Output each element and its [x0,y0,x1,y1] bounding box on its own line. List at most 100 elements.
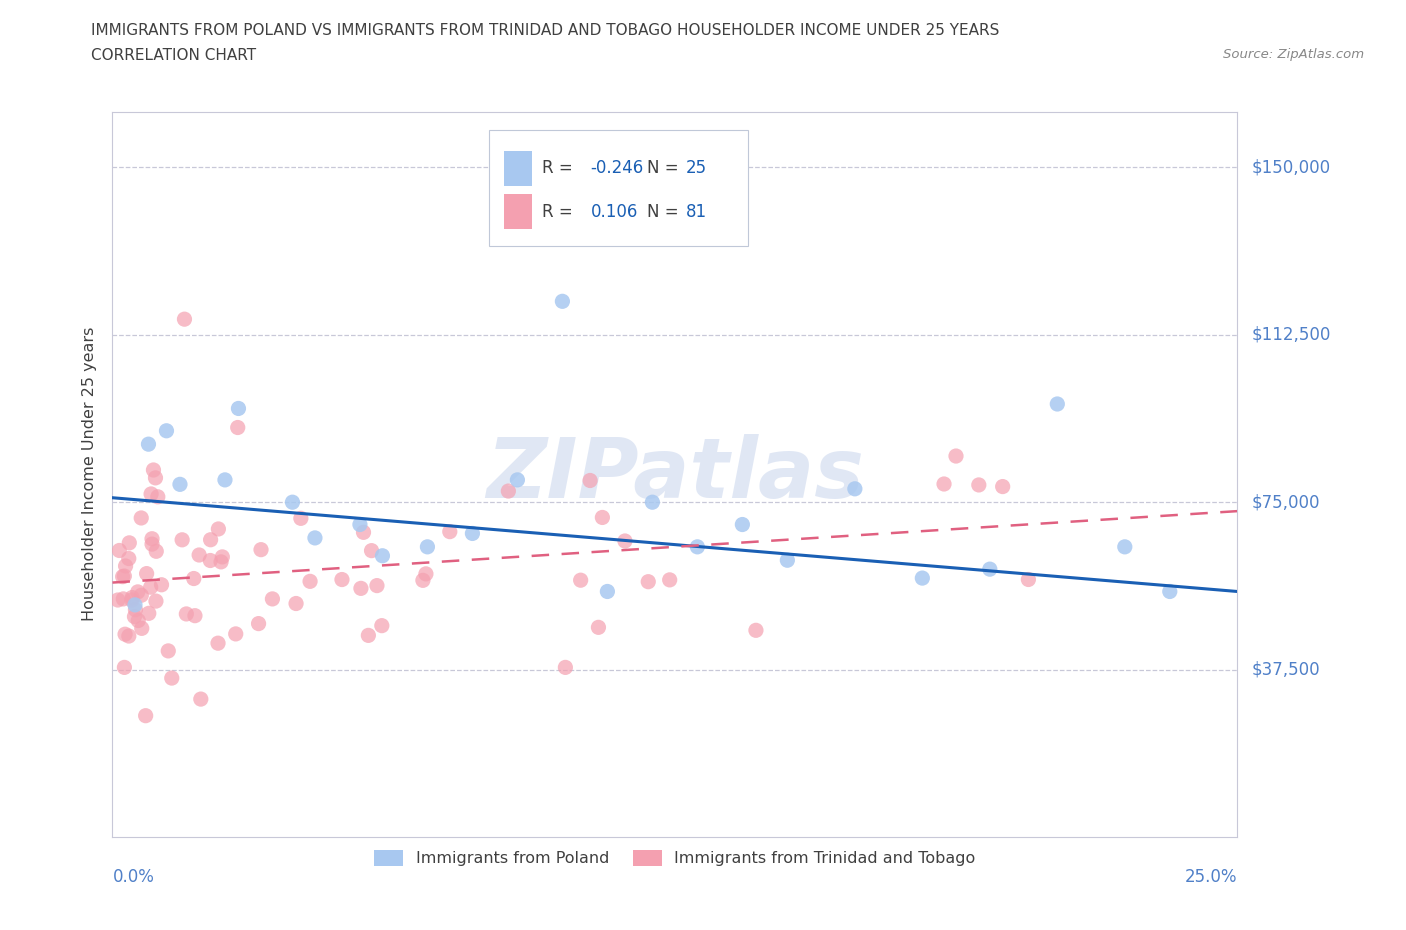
Point [979,562,1001,577]
Point [207,522,229,537]
Point [138,606,160,621]
Point [412,573,434,588]
Point [357,628,380,643]
Point [131,588,153,603]
Point [299,574,322,589]
Point [506,472,529,487]
Point [353,525,375,539]
Point [209,554,232,569]
Point [214,472,236,487]
Point [290,511,312,525]
Point [350,581,373,596]
Point [360,543,382,558]
Text: $150,000: $150,000 [1251,158,1330,177]
Text: $112,500: $112,500 [1251,326,1330,344]
Point [190,692,212,707]
Point [551,294,574,309]
Point [112,568,135,583]
Point [225,627,247,642]
Point [112,591,135,606]
Point [124,609,146,624]
Point [141,537,163,551]
Point [596,584,619,599]
Point [141,531,163,546]
Text: $75,000: $75,000 [1251,493,1320,512]
Point [247,617,270,631]
Point [121,592,143,607]
Bar [503,151,531,186]
Point [991,479,1014,494]
Text: -0.246: -0.246 [591,159,644,178]
Point [330,572,353,587]
Point [613,534,636,549]
Point [1017,572,1039,587]
Point [124,603,146,618]
Point [349,517,371,532]
Point [1159,584,1181,599]
Text: 25.0%: 25.0% [1185,868,1237,885]
Point [108,543,131,558]
Point [1114,539,1136,554]
Point [114,627,136,642]
Text: R =: R = [543,159,578,178]
Point [591,510,613,525]
Point [641,495,664,510]
Text: ZIPatlas: ZIPatlas [486,433,863,515]
Point [135,566,157,581]
Point [250,542,273,557]
Point [228,401,250,416]
Point [150,578,173,592]
Point [932,476,955,491]
Point [579,473,602,488]
Point [139,579,162,594]
Point [112,660,135,675]
Text: $37,500: $37,500 [1251,660,1320,679]
Point [461,526,484,541]
Point [776,552,799,567]
Point [439,525,461,539]
Point [139,486,162,501]
Text: N =: N = [647,203,683,220]
Point [127,613,149,628]
Point [1046,396,1069,411]
Point [498,484,520,498]
Legend: Immigrants from Poland, Immigrants from Trinidad and Tobago: Immigrants from Poland, Immigrants from … [368,844,981,872]
Point [911,571,934,586]
Text: 0.106: 0.106 [591,203,638,220]
Point [416,539,439,554]
Point [188,548,211,563]
Text: 81: 81 [686,203,707,220]
Point [145,471,167,485]
Point [142,462,165,477]
Point [371,549,394,564]
Y-axis label: Householder Income Under 25 years: Householder Income Under 25 years [82,327,97,621]
Text: 0.0%: 0.0% [112,868,155,885]
Point [945,448,967,463]
Point [183,571,205,586]
Text: 25: 25 [686,159,707,178]
Point [138,437,160,452]
Text: N =: N = [647,159,683,178]
Point [129,511,152,525]
Point [173,312,195,326]
Point [371,618,394,633]
Point [686,539,709,554]
Point [745,623,768,638]
Point [554,660,576,675]
Point [658,573,681,588]
Point [731,517,754,532]
Point [146,489,169,504]
Point [200,532,222,547]
Point [200,553,222,568]
Point [118,551,141,566]
FancyBboxPatch shape [489,130,748,246]
Point [366,578,388,593]
Point [118,536,141,551]
Point [285,596,308,611]
Point [415,566,437,581]
Point [145,544,167,559]
Text: CORRELATION CHART: CORRELATION CHART [91,48,256,63]
Point [588,620,610,635]
Text: Source: ZipAtlas.com: Source: ZipAtlas.com [1223,48,1364,61]
Point [844,482,866,497]
